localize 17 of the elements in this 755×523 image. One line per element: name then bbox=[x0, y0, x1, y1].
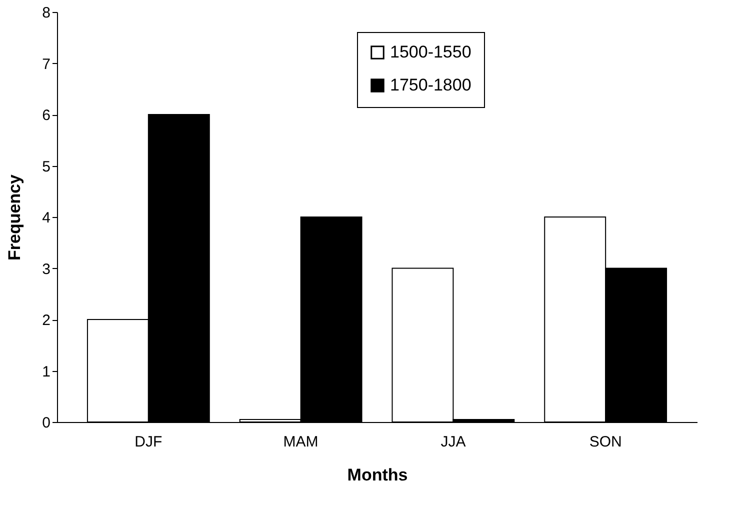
x-tick-label: SON bbox=[589, 434, 622, 450]
y-tick-label: 7 bbox=[42, 56, 50, 73]
x-tick-label: JJA bbox=[440, 434, 466, 450]
x-tick-label: DJF bbox=[134, 434, 162, 450]
y-tick-label: 0 bbox=[42, 414, 50, 432]
y-axis-title: Frequency bbox=[5, 174, 24, 260]
y-tick-label: 5 bbox=[42, 158, 50, 176]
y-tick-label: 3 bbox=[42, 260, 50, 278]
y-tick-label: 4 bbox=[42, 210, 50, 226]
y-tick-label: 2 bbox=[42, 312, 50, 329]
legend-label: 1500-1550 bbox=[390, 42, 472, 62]
x-axis-title: Months bbox=[347, 466, 408, 484]
y-tick-label: 6 bbox=[42, 107, 50, 124]
x-tick-label: MAM bbox=[283, 434, 318, 450]
y-tick-label: 8 bbox=[42, 4, 50, 22]
y-tick-label: 1 bbox=[42, 363, 50, 380]
legend-label: 1750-1800 bbox=[390, 76, 472, 94]
